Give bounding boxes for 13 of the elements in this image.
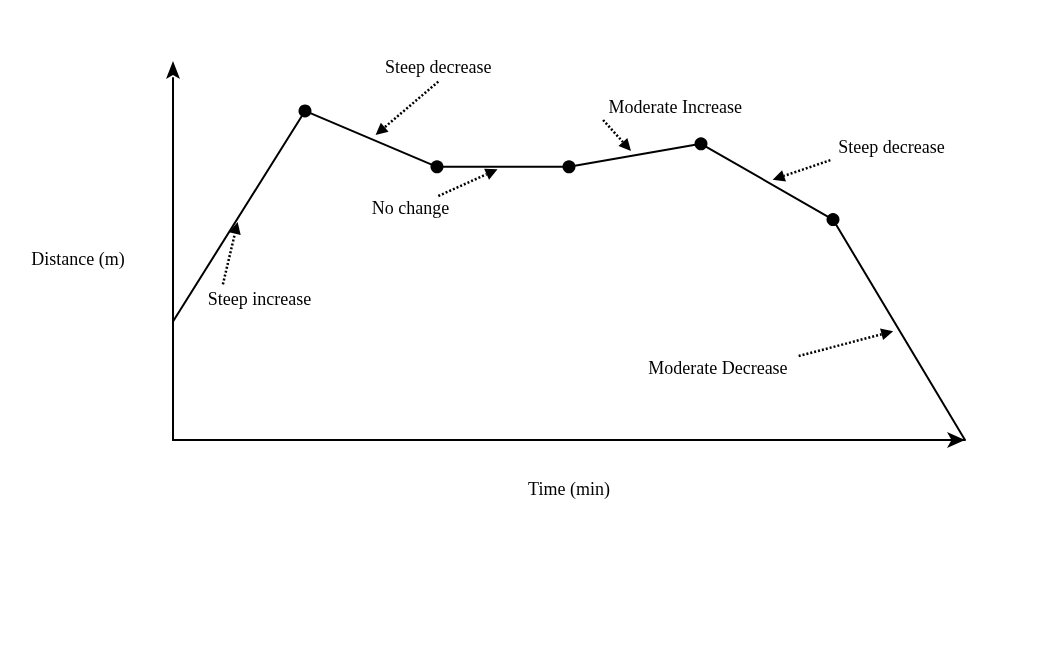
annotation: Steep increase bbox=[207, 288, 312, 309]
point bbox=[298, 104, 312, 118]
y-axis-title: Distance (m) bbox=[31, 249, 125, 270]
point bbox=[562, 160, 576, 174]
point bbox=[826, 213, 840, 227]
text: Steep decrease bbox=[385, 57, 492, 78]
point bbox=[430, 160, 444, 174]
point bbox=[694, 137, 708, 151]
annotation: Moderate Decrease bbox=[648, 357, 788, 378]
x-axis-title: Time (min) bbox=[528, 479, 610, 500]
annotation: No change bbox=[371, 198, 450, 219]
annotation: Moderate Increase bbox=[608, 96, 743, 117]
annotation: Steep decrease bbox=[838, 136, 945, 157]
